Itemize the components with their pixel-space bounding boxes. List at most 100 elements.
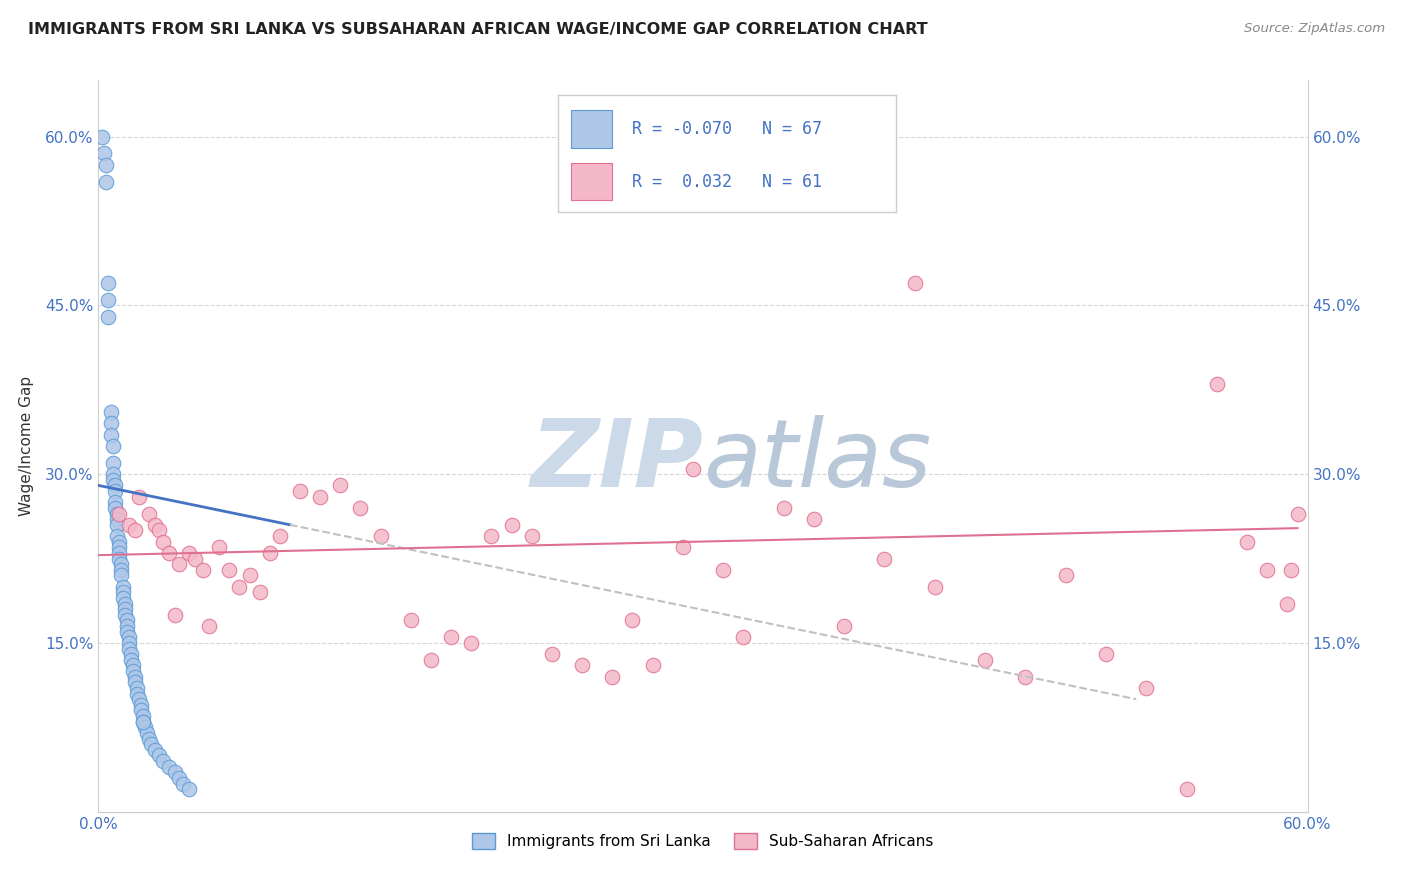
Point [121,664,143,678]
Point [118,630,141,644]
Point [152,754,174,768]
Point [97,310,120,324]
Point [111,591,134,605]
Text: Source: ZipAtlas.com: Source: ZipAtlas.com [1244,22,1385,36]
Point [107,534,129,549]
Point [97,276,120,290]
Point [100,405,122,419]
Point [110,568,132,582]
Point [184,551,207,566]
Point [621,614,644,628]
Point [103,478,125,492]
Legend: Immigrants from Sri Lanka, Sub-Saharan Africans: Immigrants from Sri Lanka, Sub-Saharan A… [467,827,939,855]
Point [1286,507,1309,521]
Point [904,276,927,290]
Point [120,653,142,667]
Point [269,529,291,543]
Point [167,557,190,571]
Point [148,524,170,538]
Point [924,580,946,594]
Point [96,158,118,172]
Point [125,681,148,695]
Point [129,703,152,717]
Point [1281,563,1303,577]
Point [118,641,141,656]
Point [1206,377,1229,392]
Point [193,563,215,577]
Point [114,597,136,611]
Point [460,636,482,650]
Point [134,720,156,734]
Point [93,146,115,161]
Point [481,529,503,543]
Point [124,524,146,538]
Point [124,670,146,684]
Point [105,507,128,521]
Point [148,748,170,763]
Point [711,563,734,577]
Point [128,490,150,504]
Point [1236,534,1258,549]
Point [105,529,128,543]
Point [832,619,855,633]
Point [1135,681,1157,695]
Text: ZIP: ZIP [530,415,703,507]
Point [110,557,132,571]
Point [132,709,155,723]
Point [420,653,443,667]
Point [974,653,997,667]
Point [132,714,155,729]
Point [121,658,143,673]
Point [105,517,128,532]
Point [107,551,129,566]
Point [772,500,794,515]
Point [115,619,138,633]
Point [239,568,262,582]
Y-axis label: Wage/Income Gap: Wage/Income Gap [18,376,34,516]
Point [103,483,125,498]
Point [101,439,124,453]
Point [157,546,180,560]
Point [672,541,695,555]
Point [163,765,186,780]
Point [440,630,463,644]
Point [370,529,392,543]
Point [101,456,124,470]
Point [803,512,825,526]
Point [139,737,162,751]
Point [1256,563,1278,577]
Point [91,129,114,144]
Point [100,417,122,431]
Point [249,585,271,599]
Point [349,500,371,515]
Point [163,607,186,622]
Point [228,580,250,594]
Point [107,541,129,555]
Point [111,585,134,599]
Point [143,517,166,532]
Point [1277,597,1299,611]
Point [96,175,118,189]
Point [873,551,896,566]
Point [179,782,201,797]
Point [115,614,138,628]
Point [288,483,311,498]
Point [138,507,160,521]
Point [120,647,142,661]
Point [138,731,160,746]
Point [602,670,624,684]
Point [100,427,122,442]
Point [114,607,136,622]
Point [107,507,129,521]
Point [399,614,422,628]
Point [309,490,332,504]
Point [135,726,157,740]
Point [115,624,138,639]
Point [172,776,194,790]
Point [152,534,174,549]
Point [124,675,146,690]
Point [125,687,148,701]
Point [540,647,562,661]
Point [132,714,155,729]
Point [682,461,704,475]
